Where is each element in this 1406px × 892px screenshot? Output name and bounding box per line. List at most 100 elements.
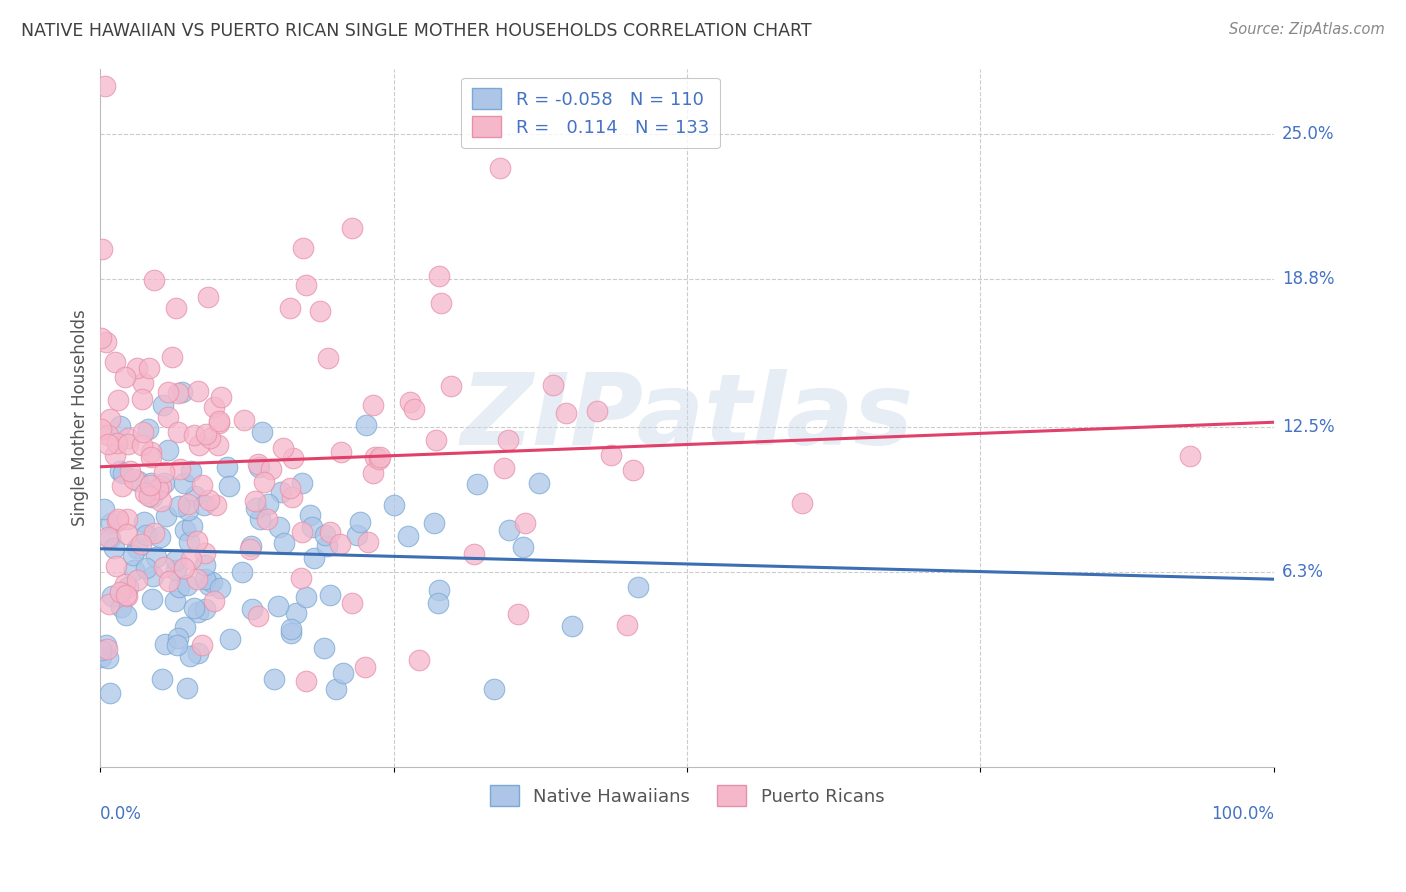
Point bbox=[253, 475, 276, 489]
Point bbox=[96, 642, 118, 657]
Point bbox=[263, 673, 285, 687]
Point bbox=[165, 301, 187, 315]
Point bbox=[527, 476, 550, 491]
Point bbox=[141, 592, 163, 607]
Point bbox=[111, 479, 134, 493]
Point bbox=[176, 681, 198, 695]
Point bbox=[402, 401, 425, 416]
Point bbox=[427, 582, 450, 597]
Point bbox=[382, 498, 405, 512]
Point bbox=[117, 580, 139, 594]
Point bbox=[512, 540, 534, 554]
Point bbox=[273, 441, 295, 455]
Point bbox=[256, 512, 278, 526]
Point bbox=[107, 393, 129, 408]
Point bbox=[465, 477, 488, 491]
Point bbox=[127, 541, 149, 555]
Point bbox=[117, 431, 139, 445]
Point bbox=[363, 398, 385, 412]
Point bbox=[104, 448, 127, 462]
Point bbox=[108, 585, 131, 599]
Y-axis label: Single Mother Households: Single Mother Households bbox=[72, 310, 89, 526]
Point bbox=[180, 518, 202, 533]
Point bbox=[90, 422, 112, 436]
Point bbox=[141, 490, 163, 504]
Point bbox=[150, 494, 173, 508]
Point bbox=[105, 436, 128, 450]
Point bbox=[790, 496, 813, 510]
Text: 100.0%: 100.0% bbox=[1211, 805, 1274, 823]
Point bbox=[430, 296, 453, 310]
Point bbox=[240, 602, 263, 616]
Point bbox=[135, 561, 157, 575]
Point bbox=[309, 303, 332, 318]
Point bbox=[484, 682, 506, 697]
Point bbox=[207, 416, 229, 430]
Point bbox=[134, 486, 156, 500]
Point bbox=[291, 475, 314, 490]
Point bbox=[399, 394, 422, 409]
Point bbox=[218, 479, 240, 493]
Point bbox=[97, 651, 120, 665]
Point bbox=[249, 512, 271, 526]
Point bbox=[194, 558, 217, 572]
Point bbox=[100, 686, 122, 700]
Point bbox=[283, 451, 305, 466]
Point bbox=[131, 392, 153, 406]
Point bbox=[209, 582, 232, 596]
Point bbox=[136, 422, 159, 436]
Point bbox=[138, 489, 160, 503]
Point bbox=[627, 580, 650, 594]
Point bbox=[318, 588, 340, 602]
Point bbox=[131, 537, 153, 551]
Point bbox=[149, 479, 172, 493]
Point bbox=[180, 464, 202, 478]
Point bbox=[115, 527, 138, 541]
Point bbox=[247, 460, 270, 475]
Point bbox=[153, 560, 176, 574]
Point bbox=[122, 563, 145, 577]
Point bbox=[110, 419, 132, 434]
Point bbox=[105, 559, 128, 574]
Point bbox=[104, 355, 127, 369]
Point bbox=[100, 590, 122, 604]
Point bbox=[90, 331, 112, 345]
Point bbox=[195, 427, 218, 442]
Point bbox=[173, 561, 195, 575]
Point bbox=[260, 461, 283, 475]
Text: ZIPatlas: ZIPatlas bbox=[461, 369, 914, 466]
Point bbox=[425, 433, 447, 447]
Point bbox=[329, 537, 352, 551]
Point bbox=[176, 577, 198, 591]
Point bbox=[295, 673, 318, 688]
Point bbox=[150, 672, 173, 686]
Point bbox=[188, 438, 211, 452]
Point bbox=[245, 501, 267, 516]
Point bbox=[396, 528, 419, 542]
Point bbox=[280, 625, 302, 640]
Point bbox=[496, 434, 519, 448]
Point bbox=[107, 512, 129, 526]
Point bbox=[174, 523, 197, 537]
Text: NATIVE HAWAIIAN VS PUERTO RICAN SINGLE MOTHER HOUSEHOLDS CORRELATION CHART: NATIVE HAWAIIAN VS PUERTO RICAN SINGLE M… bbox=[21, 22, 811, 40]
Point bbox=[149, 530, 172, 544]
Point bbox=[314, 640, 336, 655]
Point bbox=[243, 494, 266, 508]
Point bbox=[90, 643, 112, 657]
Point bbox=[267, 599, 290, 613]
Point bbox=[273, 536, 295, 550]
Point bbox=[215, 460, 238, 475]
Point bbox=[145, 549, 167, 564]
Point bbox=[97, 597, 120, 611]
Point bbox=[97, 530, 120, 544]
Point bbox=[231, 565, 253, 579]
Point bbox=[114, 576, 136, 591]
Point bbox=[183, 428, 205, 442]
Point bbox=[132, 376, 155, 390]
Point bbox=[295, 277, 318, 292]
Text: 12.5%: 12.5% bbox=[1282, 418, 1334, 436]
Point bbox=[204, 498, 226, 512]
Point bbox=[174, 620, 197, 634]
Point bbox=[153, 465, 176, 479]
Point bbox=[489, 161, 512, 176]
